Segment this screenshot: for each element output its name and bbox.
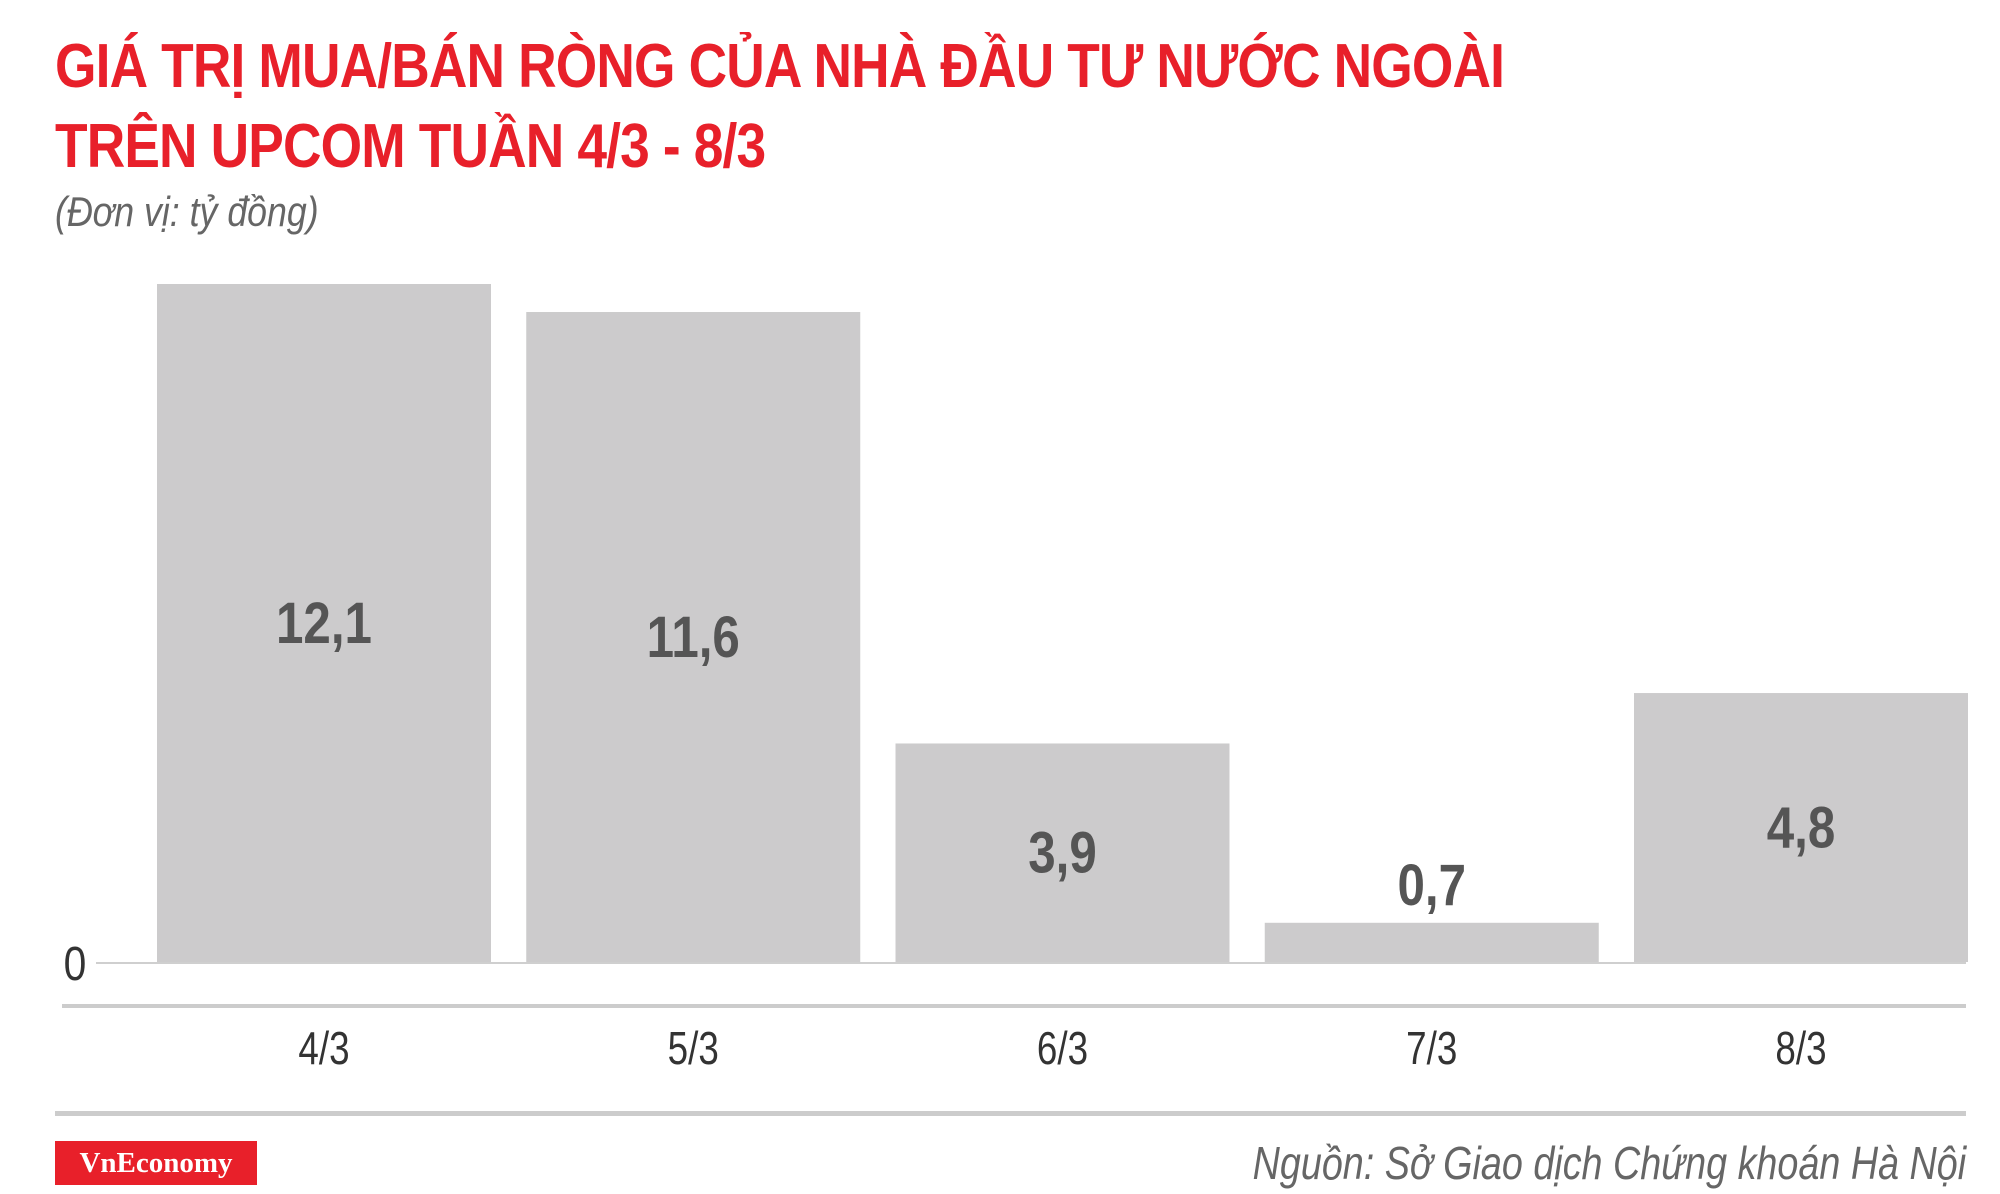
data-label: 12,1 — [276, 591, 372, 656]
source-note: Nguồn: Sở Giao dịch Chứng khoán Hà Nội — [1252, 1137, 1966, 1189]
x-axis-divider — [62, 1004, 1966, 1008]
bar-5/3 — [526, 312, 861, 962]
y-tick-label: 0 — [64, 938, 87, 991]
footer-divider — [55, 1111, 1966, 1116]
x-tick-label: 4/3 — [298, 1022, 349, 1074]
bar-4/3 — [157, 284, 491, 962]
bar-8/3 — [1634, 693, 1968, 962]
x-tick-label: 6/3 — [1037, 1022, 1088, 1074]
x-tick-label: 5/3 — [668, 1022, 719, 1074]
data-label: 3,9 — [1028, 821, 1097, 886]
data-label: 4,8 — [1767, 796, 1836, 861]
bar-7/3 — [1264, 922, 1599, 962]
data-label: 0,7 — [1397, 853, 1466, 918]
bar-6/3 — [895, 743, 1230, 962]
chart-title-line-2: TRÊN UPCOM TUẦN 4/3 - 8/3 — [55, 112, 766, 181]
unit-subtitle: (Đơn vị: tỷ đồng) — [55, 188, 319, 235]
x-tick-label: 7/3 — [1406, 1022, 1457, 1074]
chart-title-line-1: GIÁ TRỊ MUA/BÁN RÒNG CỦA NHÀ ĐẦU TƯ NƯỚC… — [55, 32, 1505, 101]
x-tick-label: 8/3 — [1775, 1022, 1826, 1074]
vneconomy-logo: VnEconomy — [55, 1141, 257, 1185]
data-label: 11,6 — [647, 605, 740, 670]
